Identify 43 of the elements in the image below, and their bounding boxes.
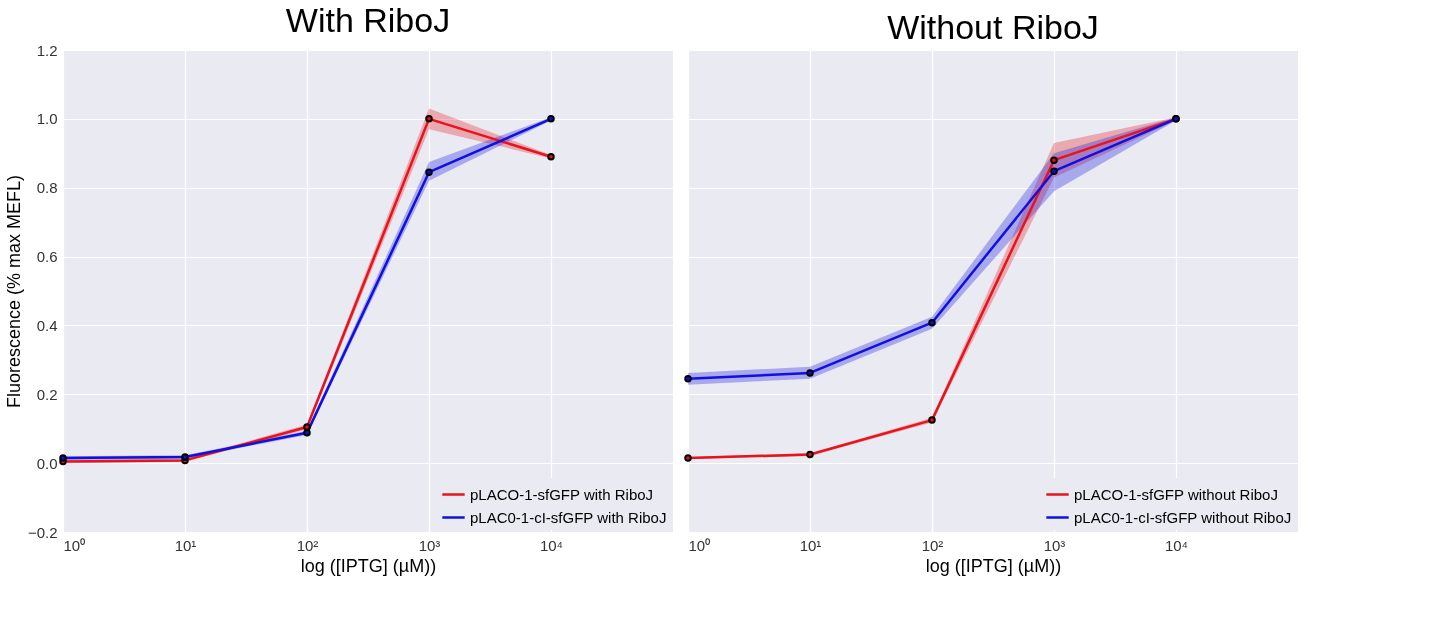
- x-tick-label: 10²: [921, 536, 944, 554]
- x-tick-label: 10³: [1043, 536, 1066, 554]
- point: [59, 454, 67, 462]
- point: [928, 318, 936, 327]
- x-tick-label: 10⁰: [688, 536, 711, 554]
- point: [303, 423, 311, 431]
- y-tick-label: 0.8: [36, 179, 58, 197]
- x-tick-label: 10⁴: [539, 536, 564, 554]
- point: [425, 168, 433, 176]
- x-tick-label: 10¹: [174, 536, 197, 554]
- legend-label: pLAC0-1-cI-sfGFP without RiboJ: [1074, 508, 1292, 526]
- y-tick-label: −0.2: [27, 523, 58, 541]
- y-tick-label: 1.0: [36, 110, 58, 128]
- point: [1050, 156, 1058, 164]
- point: [806, 369, 814, 377]
- point: [684, 454, 692, 462]
- x-axis-title: log ([IPTG] (µM)): [300, 555, 437, 576]
- point: [547, 152, 555, 161]
- y-tick-label: 0.4: [36, 316, 58, 334]
- legend-label: pLAC0-1-cI-sfGFP with RiboJ: [470, 508, 667, 526]
- x-tick-label: 10⁴: [1164, 536, 1189, 554]
- y-axis-title: Fluorescence (% max MEFL): [3, 174, 24, 409]
- chart-title: With RiboJ: [285, 1, 451, 39]
- legend-label: pLACO-1-sfGFP with RiboJ: [470, 485, 654, 503]
- y-tick-label: 0.2: [36, 385, 58, 403]
- point: [684, 375, 692, 383]
- chart-title: Without RiboJ: [887, 8, 1099, 46]
- x-tick-label: 10⁰: [63, 536, 86, 554]
- x-axis-title: log ([IPTG] (µM)): [925, 555, 1062, 576]
- x-tick-label: 10²: [296, 536, 319, 554]
- point: [425, 115, 433, 123]
- legend-label: pLACO-1-sfGFP without RiboJ: [1074, 485, 1278, 503]
- x-tick-label: 10¹: [799, 536, 822, 554]
- point: [547, 115, 555, 123]
- point: [181, 453, 189, 461]
- x-tick-label: 10³: [418, 536, 441, 554]
- point: [806, 450, 814, 459]
- point: [928, 416, 936, 424]
- y-tick-label: 0.6: [36, 248, 58, 266]
- y-tick-label: 0.0: [36, 454, 58, 472]
- point: [1050, 167, 1058, 175]
- point: [303, 429, 311, 437]
- y-tick-label: 1.2: [36, 41, 58, 59]
